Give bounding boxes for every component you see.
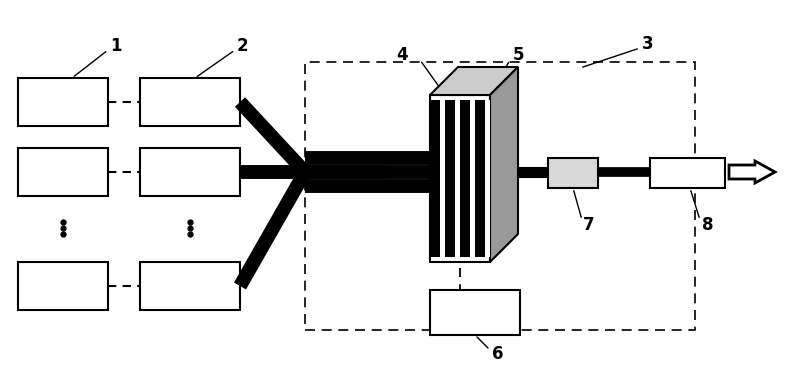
Bar [430,290,520,335]
Polygon shape [445,100,454,257]
Bar [140,78,240,126]
Polygon shape [460,100,470,257]
Text: 5: 5 [513,46,525,64]
Polygon shape [475,100,485,257]
Polygon shape [430,100,440,257]
Bar [18,78,108,126]
Polygon shape [485,100,490,257]
Polygon shape [454,100,460,257]
Text: 1: 1 [110,37,122,55]
FancyArrow shape [729,161,775,183]
Bar [18,262,108,310]
Bar [140,148,240,196]
Text: 3: 3 [642,35,654,53]
Bar [140,262,240,310]
Text: 7: 7 [583,216,594,234]
Polygon shape [430,67,518,95]
Bar [430,95,490,262]
Text: 2: 2 [237,37,249,55]
Bar [650,158,725,188]
Text: 8: 8 [702,216,714,234]
Polygon shape [490,67,518,262]
Bar [18,148,108,196]
Polygon shape [470,100,475,257]
Bar [548,158,598,188]
Text: 6: 6 [492,345,503,363]
Text: 4: 4 [396,46,408,64]
Polygon shape [440,100,445,257]
Bar [305,62,695,330]
